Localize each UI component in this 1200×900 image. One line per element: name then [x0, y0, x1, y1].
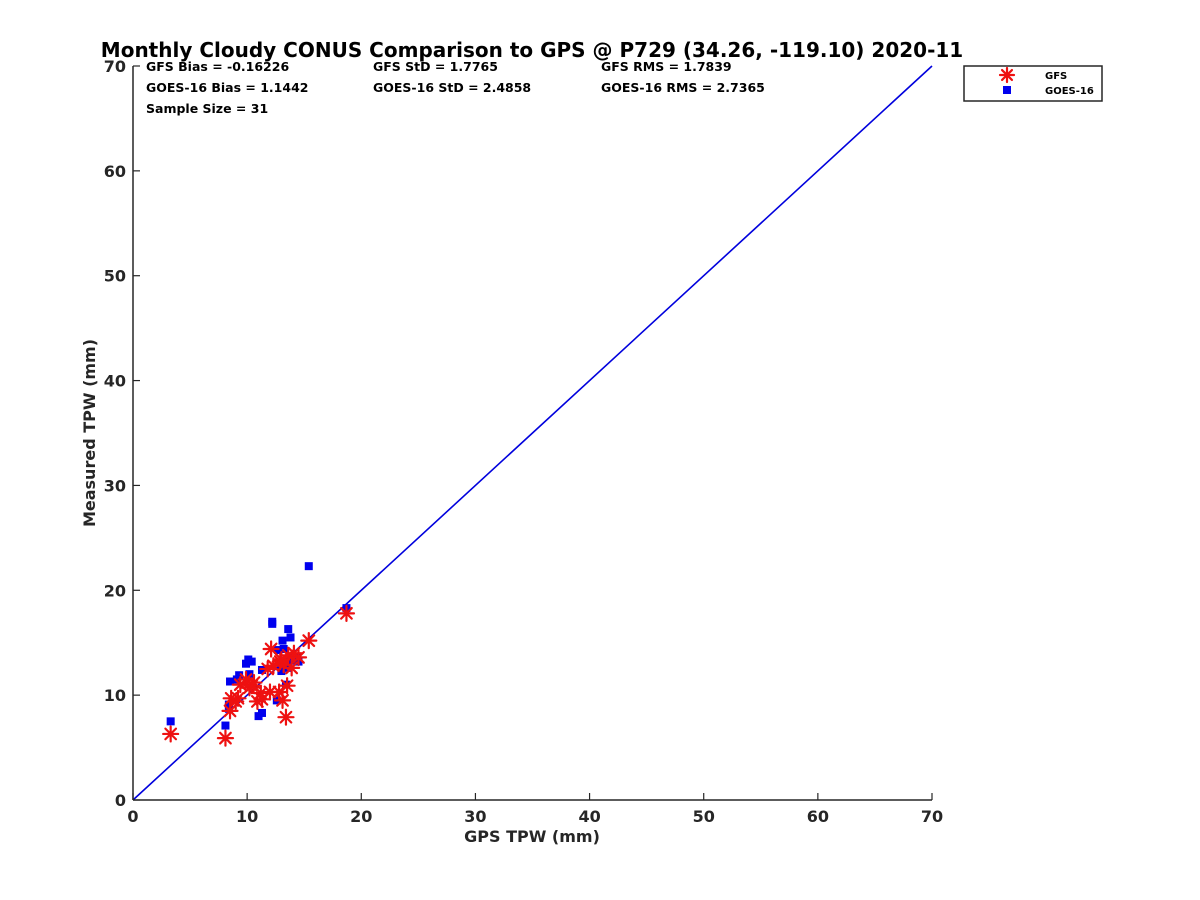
- gfs-point: [216, 729, 235, 747]
- asterisk-stroke: [340, 606, 353, 620]
- asterisk-stroke: [263, 685, 277, 699]
- stat-goes-std: GOES-16 StD = 2.4858: [373, 80, 531, 95]
- goes16-point: [242, 659, 251, 668]
- asterisk-stroke: [245, 679, 259, 693]
- asterisk-stroke: [254, 686, 268, 700]
- asterisk-stroke: [229, 695, 243, 708]
- goes16-point: [226, 677, 235, 686]
- gfs-point: [262, 640, 280, 658]
- goes16-point: [245, 670, 254, 679]
- stat-goes-bias: GOES-16 Bias = 1.1442: [146, 80, 308, 95]
- gfs-point: [337, 604, 356, 622]
- asterisk-stroke: [276, 693, 289, 707]
- asterisk-stroke: [1000, 68, 1014, 82]
- gfs-point: [277, 708, 295, 726]
- goes16-point: [257, 708, 266, 717]
- legend-gfs-asterisk: [998, 66, 1016, 84]
- legend-gfs-label: GFS: [1045, 71, 1067, 82]
- asterisk-stroke: [279, 710, 293, 724]
- asterisk-stroke: [219, 731, 232, 745]
- asterisk-stroke: [302, 634, 316, 648]
- goes16-point: [221, 721, 230, 730]
- gfs-point: [300, 632, 318, 650]
- goes16-point: [235, 671, 244, 680]
- y-tick-label: 70: [104, 57, 126, 76]
- gfs-point: [162, 725, 180, 743]
- y-axis-label: Measured TPW (mm): [80, 339, 99, 527]
- y-tick-label: 40: [104, 372, 126, 391]
- x-tick-label: 40: [578, 807, 600, 826]
- x-axis-label: GPS TPW (mm): [464, 827, 600, 846]
- legend: GFS GOES-16: [963, 65, 1103, 102]
- asterisk-stroke: [164, 727, 178, 741]
- legend-gfs-marker: [998, 66, 1016, 84]
- gfs-point: [278, 677, 296, 695]
- x-tick-label: 30: [464, 807, 486, 826]
- goes16-point: [278, 636, 287, 645]
- y-tick-label: 50: [104, 267, 126, 286]
- legend-goes-marker: [1003, 86, 1011, 94]
- stat-gfs-rms: GFS RMS = 1.7839: [601, 59, 732, 74]
- goes16-point: [279, 645, 288, 654]
- x-tick-label: 60: [807, 807, 829, 826]
- asterisk-stroke: [223, 704, 237, 718]
- goes16-point: [232, 675, 241, 684]
- stat-sample-size: Sample Size = 31: [146, 101, 268, 116]
- y-tick-label: 20: [104, 581, 126, 600]
- chart-title: Monthly Cloudy CONUS Comparison to GPS @…: [101, 38, 963, 62]
- x-tick-label: 50: [693, 807, 715, 826]
- gfs-point: [289, 648, 308, 666]
- asterisk-stroke: [272, 685, 286, 699]
- gfs-point: [227, 692, 245, 711]
- stat-goes-rms: GOES-16 RMS = 2.7365: [601, 80, 765, 95]
- stat-gfs-bias: GFS Bias = -0.16226: [146, 59, 289, 74]
- gfs-point: [253, 690, 271, 708]
- asterisk-stroke: [261, 662, 275, 676]
- x-tick-label: 0: [127, 807, 138, 826]
- x-tick-label: 20: [350, 807, 372, 826]
- axes: [132, 66, 932, 801]
- one-to-one-line: [132, 65, 933, 801]
- goes16-point: [277, 667, 286, 676]
- gfs-point: [272, 650, 290, 669]
- goes16-point: [166, 717, 175, 726]
- y-tick-label: 30: [104, 476, 126, 495]
- gfs-point: [259, 660, 277, 678]
- ticks-layer: 0 10 20 30 40 50 60 70 0 10 20 30 40 50 60 70: [104, 57, 943, 826]
- gfs-point: [243, 677, 261, 695]
- stat-gfs-std: GFS StD = 1.7765: [373, 59, 498, 74]
- legend-goes-square: [1003, 86, 1011, 94]
- legend-box: [963, 65, 1103, 102]
- y-tick-label: 0: [115, 791, 126, 810]
- reference-line-layer: [132, 65, 933, 801]
- goes16-point: [304, 562, 313, 571]
- goes16-point: [284, 625, 293, 634]
- goes16-point: [268, 617, 277, 626]
- asterisk-stroke: [280, 679, 294, 693]
- legend-goes-label: GOES-16: [1045, 86, 1094, 97]
- asterisk-stroke: [292, 650, 305, 664]
- asterisk-stroke: [264, 642, 278, 656]
- asterisk-stroke: [285, 661, 299, 675]
- x-tick-label: 10: [236, 807, 258, 826]
- y-tick-label: 60: [104, 162, 126, 181]
- gfs-point: [273, 691, 292, 709]
- goes16-point: [286, 633, 295, 642]
- data-points-layer: [162, 562, 356, 747]
- x-tick-label: 70: [921, 807, 943, 826]
- y-tick-label: 10: [104, 686, 126, 705]
- gfs-point: [283, 659, 301, 677]
- goes16-point: [247, 657, 256, 666]
- asterisk-stroke: [274, 653, 288, 666]
- goes16-point: [224, 700, 233, 709]
